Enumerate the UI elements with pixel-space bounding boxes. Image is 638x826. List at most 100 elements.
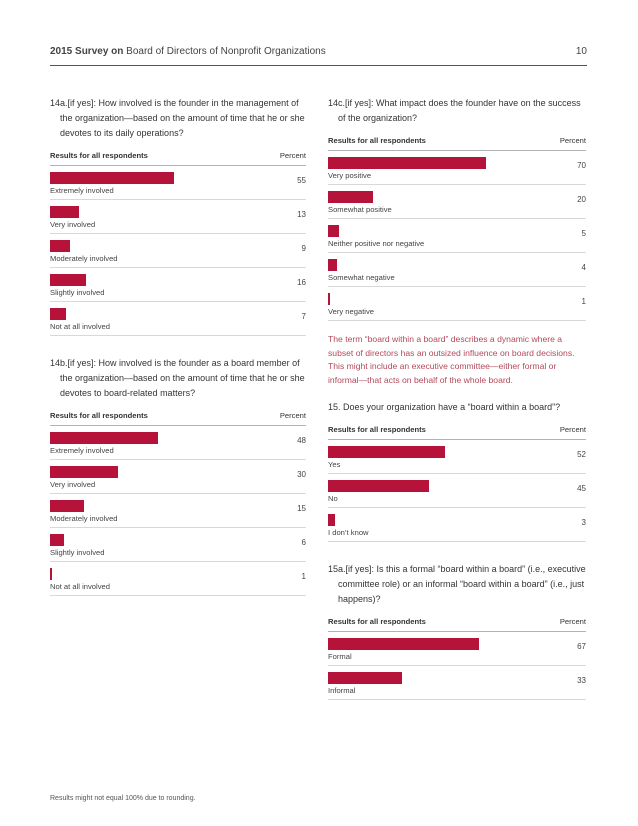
chart-row: Very involved 30 [50,460,306,494]
bar-label: Slightly involved [50,288,105,297]
chart-15a: Formal 67 Informal 33 [328,632,586,700]
table-header-percent: Percent [559,616,586,626]
chart-row: Neither positive nor negative 5 [328,219,586,253]
bar [328,157,486,169]
bar-value: 55 [297,176,306,185]
table-header-label: Results for all respondents [328,136,426,145]
bar-label: Not at all involved [50,582,110,591]
table-header-label: Results for all respondents [328,616,426,626]
bar-value: 48 [297,436,306,445]
bar [328,671,403,684]
bar-label: Somewhat positive [328,205,392,214]
bar-value: 9 [301,244,306,253]
bar-value: 52 [577,449,586,459]
bar [50,500,84,512]
bar-value: 1 [301,572,306,581]
chart-row: Moderately involved 15 [50,494,306,528]
question-14c: 14c.[if yes]: What impact does the found… [328,96,586,126]
bar-value: 33 [577,675,586,685]
bar [50,172,174,184]
chart-14c: Very positive 70 Somewhat positive 20 Neithe… [328,151,586,321]
bar-value: 3 [581,517,586,527]
bar [50,432,158,444]
bar-label: Very positive [328,171,372,180]
question-15: 15. Does your organization have a “board… [328,400,586,415]
chart-row: Yes 52 [328,440,586,474]
chart-row: Informal 33 [328,666,586,700]
bar-value: 70 [577,161,586,170]
question-14b: 14b.[if yes]: How involved is the founde… [50,356,306,401]
bar-value: 15 [297,504,306,513]
bar-value: 1 [581,297,586,306]
chart-14b: Extremely involved 48 Very involved 30 Moder… [50,426,306,596]
intro-paragraph: The term “board within a board” describe… [328,334,575,386]
table-header-percent: Percent [279,411,306,420]
bar [328,259,337,271]
table-header: Results for all respondents Percent [328,136,586,151]
bar [328,637,479,650]
bar [328,293,331,305]
table-header-percent: Percent [559,136,586,145]
bar-value: 6 [301,538,306,547]
bar [328,191,373,203]
right-column: 14c.[if yes]: What impact does the found… [328,96,586,700]
table-header-label: Results for all respondents [328,424,426,434]
bar-label: Somewhat negative [328,273,395,282]
chart-row: Very involved 13 [50,200,306,234]
chart-row: I don’t know 3 [328,508,586,542]
chart-row: No 45 [328,474,586,508]
bar-label: Moderately involved [50,254,118,263]
question-14a: 14a.[if yes]: How involved is the founde… [50,96,306,141]
bar-label: Slightly involved [50,548,105,557]
bar-label: No [328,493,338,503]
page-number: 10 [575,46,587,57]
header-title: Board of Directors of Nonprofit Organiza… [123,46,326,57]
header-divider [50,65,587,66]
table-header-label: Results for all respondents [50,151,148,160]
bar-value: 20 [577,195,586,204]
chart-14a: Extremely involved 55 Very involved 13 Moder… [50,166,306,336]
question-number: 15. [328,401,341,412]
bar-label: Informal [328,685,356,695]
chart-row: Moderately involved 9 [50,234,306,268]
bar-value: 5 [581,229,586,238]
question-15a: 15a.[if yes]: Is this a formal “board wi… [328,562,586,607]
footnote: Results might not equal 100% due to roun… [50,795,196,802]
chart-15: Yes 52 No 45 I don’t know 3 [328,440,586,542]
bar [50,568,53,580]
bar [328,479,430,492]
chart-row: Not at all involved 1 [50,562,306,596]
table-header-label: Results for all respondents [50,411,148,420]
chart-row: Slightly involved 6 [50,528,306,562]
chart-row: Very negative 1 [328,287,586,321]
bar-label: Neither positive nor negative [328,239,425,248]
bar-label: Extremely involved [50,446,114,455]
bar-label: I don’t know [328,527,369,537]
question-number: 15a. [328,563,346,574]
chart-row: Somewhat positive 20 [328,185,586,219]
bar-value: 7 [301,312,306,321]
bar-label: Very negative [328,307,375,316]
bar [50,466,118,478]
bar-value: 4 [581,263,586,272]
bar [50,308,66,320]
bar-label: Very involved [50,220,96,229]
bar [50,206,80,218]
question-text: [if yes]: How involved is the founder in… [60,98,305,138]
left-column: 14a.[if yes]: How involved is the founde… [50,96,306,596]
table-header: Results for all respondents Percent [50,411,306,426]
question-number: 14b. [50,358,68,368]
bar-value: 16 [297,278,306,287]
bar-value: 45 [577,483,586,493]
chart-row: Not at all involved 7 [50,302,306,336]
question-number: 14a. [50,98,68,108]
bar-label: Extremely involved [50,186,114,195]
bar-value: 13 [297,210,306,219]
bar [328,513,335,526]
table-header: Results for all respondents Percent [328,617,586,632]
header-title-bold: 2015 Survey on [50,46,124,57]
bar-label: Not at all involved [50,322,110,331]
bar [50,534,64,546]
chart-row: Formal 67 [328,632,586,666]
table-header-percent: Percent [559,424,586,434]
